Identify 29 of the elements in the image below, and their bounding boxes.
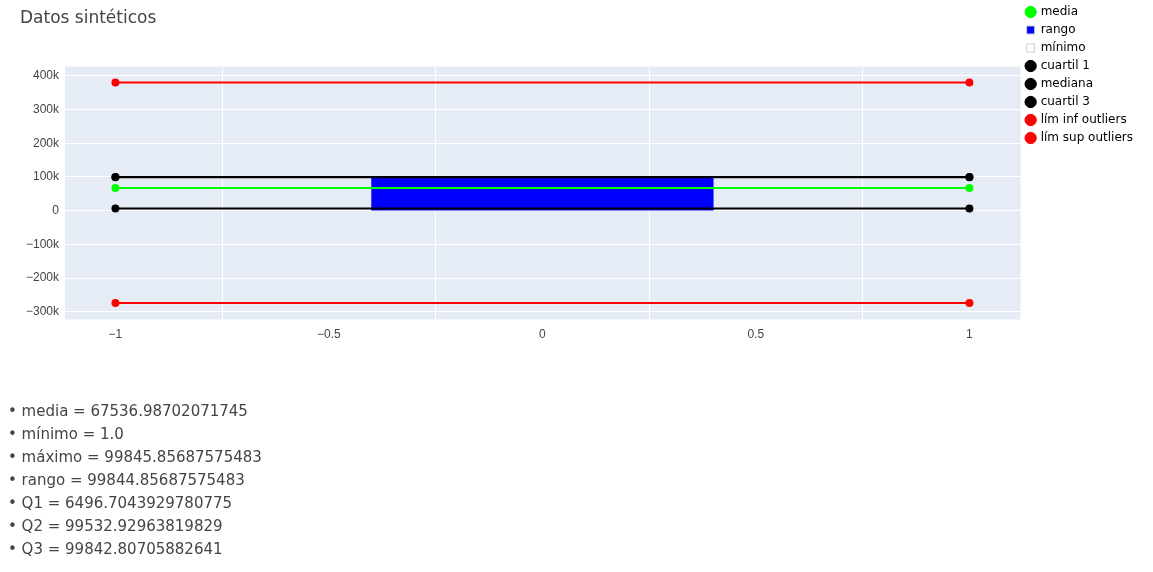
text: • media = 67536.98702071745 bbox=[8, 401, 249, 422]
y-tick-label: 300k bbox=[33, 101, 61, 116]
legend-label: mínimo bbox=[1040, 40, 1086, 55]
y-tick-label: −300k bbox=[26, 304, 61, 319]
legend-label: media bbox=[1040, 4, 1079, 19]
y-tick-label: −200k bbox=[26, 270, 61, 285]
x-tick-label: −0.5 bbox=[317, 327, 342, 342]
legend-label: cuartil 3 bbox=[1040, 94, 1090, 109]
text: • Q3 = 99842.80705882641 bbox=[8, 539, 224, 560]
legend-label: lím sup outliers bbox=[1040, 130, 1134, 145]
legend-label: cuartil 1 bbox=[1040, 58, 1090, 73]
text: • Q2 = 99532.92963819829 bbox=[8, 516, 224, 537]
text: • mínimo = 1.0 bbox=[8, 424, 125, 445]
legend-label: lím inf outliers bbox=[1040, 112, 1127, 127]
text: • rango = 99844.85687575483 bbox=[8, 470, 246, 491]
x-tick-label: 0.5 bbox=[747, 327, 765, 342]
x-tick-label: 1 bbox=[966, 327, 974, 342]
text: • máximo = 99845.85687575483 bbox=[8, 447, 263, 468]
x-tick-label: 0 bbox=[539, 327, 547, 342]
y-tick-label: −100k bbox=[26, 236, 61, 251]
y-tick-label: 0 bbox=[52, 203, 60, 218]
chart-title: Datos sintéticos bbox=[20, 6, 157, 27]
text: • Q1 = 6496.7043929780775 bbox=[8, 493, 234, 514]
legend-label: rango bbox=[1040, 22, 1076, 37]
y-tick-label: 100k bbox=[33, 169, 61, 184]
y-tick-label: 400k bbox=[33, 68, 61, 83]
y-tick-label: 200k bbox=[33, 135, 61, 150]
x-tick-label: −1 bbox=[108, 327, 123, 342]
legend-label: mediana bbox=[1040, 76, 1093, 91]
